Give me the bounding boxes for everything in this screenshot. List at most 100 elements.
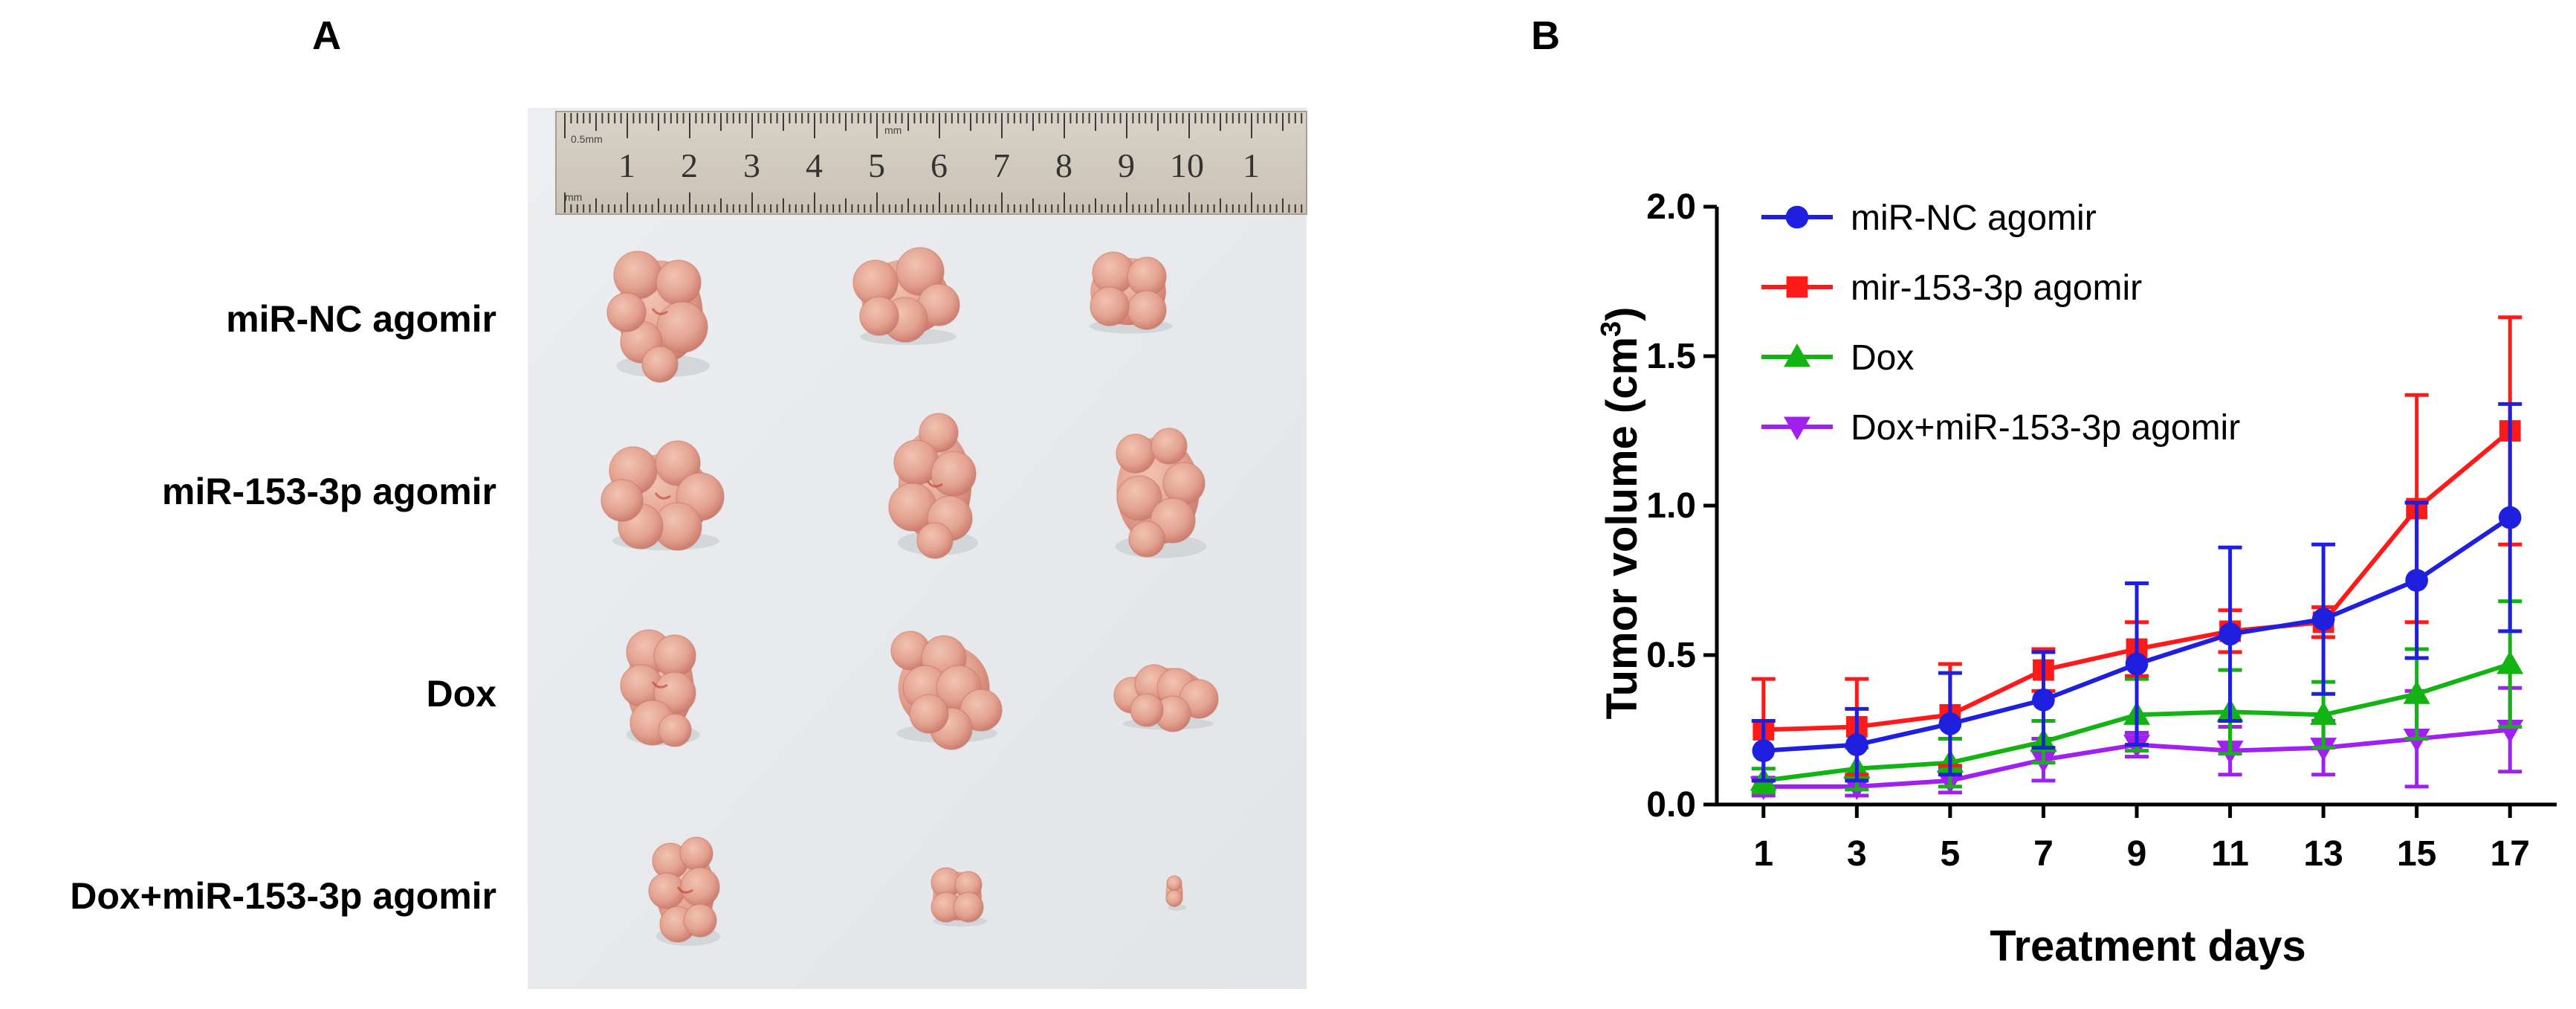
ruler-number: 5 <box>868 146 885 184</box>
data-point <box>2219 622 2242 646</box>
tumor-specimen <box>888 413 978 559</box>
row-label-mir-nc: miR-NC agomir <box>226 298 496 340</box>
legend-item: Dox <box>1761 338 1914 378</box>
y-tick-label: 2.0 <box>1646 187 1696 227</box>
tumor-lobe <box>679 836 713 871</box>
data-point <box>2405 569 2428 592</box>
tumor-specimen <box>1090 251 1173 334</box>
tumor-lobe <box>1128 520 1165 558</box>
y-axis-title: Tumor volume (cm3) <box>1596 306 1646 719</box>
tumor-lobe <box>653 634 696 677</box>
data-point <box>1845 733 1868 756</box>
tumor-lobe <box>1127 257 1167 297</box>
ruler-number: 2 <box>681 146 698 184</box>
x-tick-label: 13 <box>2303 834 2343 874</box>
data-point <box>1784 344 1810 367</box>
row-label-dox: Dox <box>427 673 497 715</box>
tumor-specimen <box>620 629 700 747</box>
tumor-lobe <box>1165 889 1183 907</box>
tumor-specimen <box>606 251 710 383</box>
y-axis-title-close: ) <box>1598 306 1646 320</box>
data-point <box>2403 680 2430 704</box>
legend: miR-NC agomir mir-153-3p agomir Dox Dox+miR… <box>1761 199 2240 448</box>
y-tick-label: 0.0 <box>1646 785 1696 825</box>
tumor-lobe <box>658 713 692 747</box>
y-axis-title-main: Tumor volume (cm <box>1598 337 1646 720</box>
panel-b-letter: B <box>1531 13 1560 58</box>
legend-label: Dox+miR-153-3p agomir <box>1851 408 2240 448</box>
tumor-vessel <box>654 492 671 500</box>
tumor-lobe <box>683 903 717 938</box>
data-point <box>2125 652 2149 676</box>
tumor-lobe <box>1116 475 1162 521</box>
x-tick-label: 17 <box>2491 834 2530 874</box>
ruler-number: 4 <box>806 146 823 184</box>
legend-item: miR-NC agomir <box>1761 199 2097 238</box>
x-ticks: 1 3 5 7 9 11 13 15 17 <box>1753 805 2530 874</box>
tumor-photo: 1 2 3 4 5 6 7 8 9 10 1 0.5mm mm mm <box>528 108 1307 989</box>
tumor-lobe <box>953 892 984 923</box>
row-label-dox-mir: Dox+miR-153-3p agomir <box>70 875 496 917</box>
tumor-lobe <box>656 259 702 306</box>
tumor-lobe <box>641 346 679 383</box>
tumor-lobe <box>656 301 708 353</box>
tumor-lobe <box>916 522 954 559</box>
data-point <box>1784 416 1810 440</box>
tumor-lobe <box>601 479 644 522</box>
ruler-small-label-mm: mm <box>884 124 902 136</box>
tumor-lobe <box>613 251 662 300</box>
tumor-lobe <box>1127 290 1167 330</box>
tumor-lobe <box>1116 433 1156 474</box>
tumor-specimen <box>1165 875 1187 911</box>
series-layer <box>1750 315 2524 800</box>
tumor-vessel <box>651 681 668 689</box>
ruler-number: 7 <box>993 146 1010 184</box>
tumor-vessel <box>651 308 668 315</box>
tumor-specimen <box>601 440 725 551</box>
tumor-specimen <box>1113 664 1219 732</box>
x-tick-label: 9 <box>2127 834 2147 874</box>
x-tick-label: 5 <box>1941 834 1961 874</box>
ruler-small-label-bottom: mm <box>565 191 582 203</box>
ruler-numbers: 1 2 3 4 5 6 7 8 9 10 1 <box>618 146 1260 184</box>
y-axis-title-sup: 3 <box>1596 321 1627 337</box>
y-tick-label: 1.5 <box>1646 337 1696 376</box>
ruler-number: 6 <box>931 146 948 184</box>
data-point <box>1938 712 1962 735</box>
ruler-number: 9 <box>1118 146 1135 184</box>
legend-item: Dox+miR-153-3p agomir <box>1761 408 2240 448</box>
x-tick-label: 15 <box>2397 834 2436 874</box>
tumor-lobe <box>909 694 949 734</box>
data-point <box>2496 651 2524 674</box>
x-tick-label: 11 <box>2211 834 2249 874</box>
legend-item: mir-153-3p agomir <box>1761 268 2142 308</box>
legend-label: Dox <box>1851 338 1914 378</box>
tumor-specimen <box>890 631 1003 750</box>
tumor-vessel <box>926 480 943 488</box>
legend-label: miR-NC agomir <box>1851 199 2097 238</box>
ruler-ticks <box>564 113 1303 213</box>
data-point <box>2032 689 2055 712</box>
tumor-lobe <box>1130 693 1164 727</box>
ruler-number: 1 <box>1243 146 1260 184</box>
x-axis-title: Treatment days <box>1990 922 2306 970</box>
tumor-lobe <box>606 292 647 332</box>
x-tick-label: 3 <box>1847 834 1867 874</box>
tumor-specimen <box>852 247 960 345</box>
tumor-lobe <box>1090 286 1130 326</box>
x-tick-label: 7 <box>2033 834 2054 874</box>
panel-a-letter: A <box>312 13 341 58</box>
ruler-small-label-left: 0.5mm <box>571 133 603 145</box>
y-tick-label: 1.0 <box>1646 486 1696 526</box>
data-point <box>2498 506 2522 529</box>
tumor-lobe <box>1151 428 1188 465</box>
tumor-lobe <box>859 296 899 336</box>
tumor-lobe <box>919 413 959 453</box>
tumor-vessel <box>676 886 693 894</box>
ruler-number: 8 <box>1055 146 1072 184</box>
ruler-number: 10 <box>1170 146 1204 184</box>
ruler <box>555 111 1307 215</box>
data-point <box>1752 739 1776 762</box>
line-chart: 0.00.51.01.52.0 1 3 5 7 9 11 13 15 17 Treatment … <box>1596 187 2557 970</box>
